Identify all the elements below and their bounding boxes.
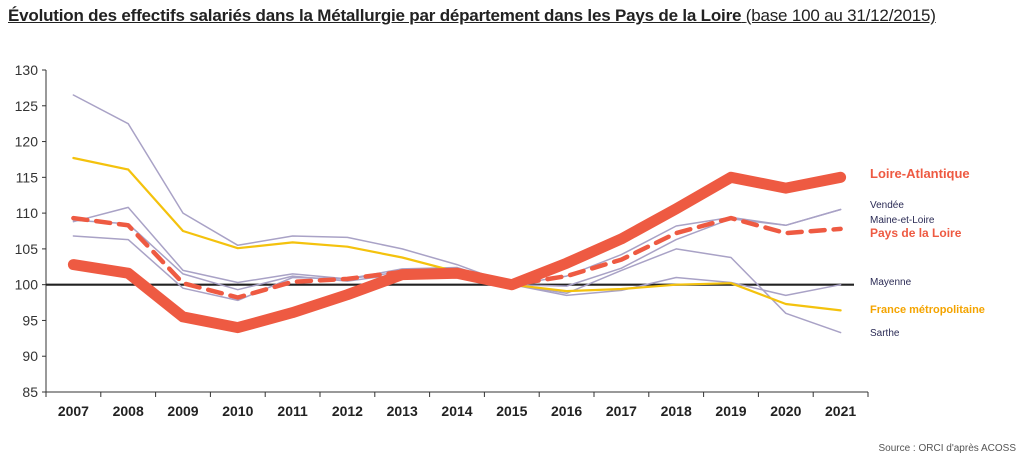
y-tick-label: 115 <box>16 169 39 185</box>
x-tick-label: 2013 <box>387 403 418 419</box>
chart-title-sub: (base 100 au 31/12/2015) <box>745 6 936 25</box>
x-tick-label: 2007 <box>58 403 89 419</box>
x-tick-label: 2015 <box>496 403 527 419</box>
x-tick-label: 2020 <box>770 403 801 419</box>
chart-title: Évolution des effectifs salariés dans la… <box>8 6 936 26</box>
x-tick-label: 2017 <box>606 403 637 419</box>
x-tick-label: 2019 <box>715 403 746 419</box>
x-tick-label: 2014 <box>441 403 472 419</box>
series-label-sarthe: Sarthe <box>870 328 900 339</box>
x-tick-label: 2021 <box>825 403 856 419</box>
series-line-mayenne <box>72 94 842 297</box>
x-tick-label: 2008 <box>113 403 144 419</box>
y-tick-label: 120 <box>15 134 39 150</box>
series-label-loire-atlantique: Loire-Atlantique <box>870 166 970 181</box>
x-tick-label: 2009 <box>167 403 198 419</box>
x-tick-label: 2012 <box>332 403 363 419</box>
y-tick-label: 90 <box>22 348 38 364</box>
series-label-maine-et-loire: Maine-et-Loire <box>870 215 935 226</box>
x-tick-label: 2011 <box>277 403 308 419</box>
y-tick-label: 125 <box>15 98 39 114</box>
y-tick-label: 100 <box>15 277 39 293</box>
source-note: Source : ORCI d'après ACOSS <box>878 443 1016 454</box>
y-tick-label: 95 <box>22 312 38 328</box>
y-tick-label: 105 <box>15 241 39 257</box>
y-tick-label: 110 <box>16 205 39 221</box>
series-line-loire-atlantique <box>67 171 847 334</box>
series-label-france-metropolitaine: France métropolitaine <box>870 304 985 316</box>
series-line-sarthe <box>72 235 842 334</box>
series-label-vendee: Vendée <box>870 200 904 211</box>
y-tick-label: 130 <box>15 62 39 78</box>
series-label-mayenne: Mayenne <box>870 277 912 288</box>
series-label-pays-de-la-loire: Pays de la Loire <box>870 226 962 240</box>
chart-title-main: Évolution des effectifs salariés dans la… <box>8 6 742 25</box>
y-tick-label: 85 <box>22 384 38 400</box>
x-tick-label: 2016 <box>551 403 582 419</box>
x-tick-label: 2018 <box>661 403 692 419</box>
x-tick-label: 2010 <box>222 403 253 419</box>
